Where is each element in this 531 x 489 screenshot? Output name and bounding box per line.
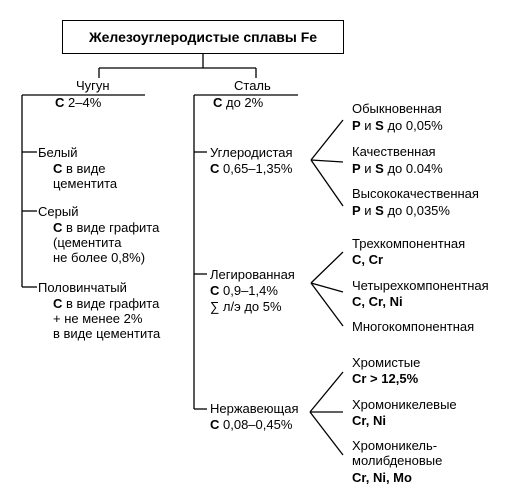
four-component-name: Четырехкомпонентная [352,278,489,293]
fan-line [309,411,344,456]
high-quality-steel-limit: P и S до 0,035% [352,203,450,218]
alloy-steel-carbon: C 0,9–1,4% [210,283,278,298]
chromium-nickel-steel-name: Хромоникелевые [352,397,457,412]
chromium-steel-elements: Cr > 12,5% [352,371,419,386]
carbon-steel-name: Углеродистая [210,145,293,160]
chromium-nickel-molybdenum-steel-elements: Cr, Ni, Mo [352,470,412,485]
fan-line [309,371,344,413]
three-component-name: Трехкомпонентная [352,236,466,251]
fan-line [310,282,344,293]
fan-line [310,282,344,327]
steel-heading: Сталь [234,78,271,93]
fan-line [310,159,344,207]
diagram-title: Железоуглеродистые сплавы Fe [62,20,344,54]
white-iron-name: Белый [38,145,78,160]
chromium-steel-name: Хромистые [352,355,421,370]
cast-iron-carbon: C 2–4% [55,95,102,110]
alloy-steel-sum: ∑ л/э до 5% [210,299,282,314]
chromium-nickel-molybdenum-steel-name: Хромоникель-молибденовые [352,438,443,468]
grey-iron-name: Серый [38,204,79,219]
ordinary-steel-name: Обыкновенная [352,101,442,116]
quality-steel-name: Качественная [352,144,436,159]
alloy-steel-name: Легированная [210,267,295,282]
stainless-steel-name: Нержавеющая [210,401,299,416]
carbon-steel-carbon: C 0,65–1,35% [210,161,293,176]
white-iron-desc: C в виде цементита [53,161,118,191]
mottled-iron-name: Половинчатый [38,280,127,295]
cast-iron-heading: Чугун [76,78,110,93]
stainless-steel-carbon: C 0,08–0,45% [210,417,293,432]
fan-line [310,159,344,163]
mottled-iron-desc: C в виде графита + не менее 2% в виде цеме… [53,296,161,341]
grey-iron-desc: C в виде графита (цементита не более 0,8%) [53,220,160,265]
fan-line [310,251,344,284]
chromium-nickel-steel-elements: Cr, Ni [352,413,386,428]
multi-component-name: Многокомпонентная [352,319,475,334]
four-component-elements: C, Cr, Ni [352,294,403,309]
steel-carbon: C до 2% [213,95,264,110]
quality-steel-limit: P и S до 0.04% [352,161,443,176]
three-component-elements: C, Cr [352,252,384,267]
high-quality-steel-name: Высококачественная [352,186,479,201]
fan-line [310,119,344,161]
ordinary-steel-limit: P и S до 0,05% [352,118,443,133]
